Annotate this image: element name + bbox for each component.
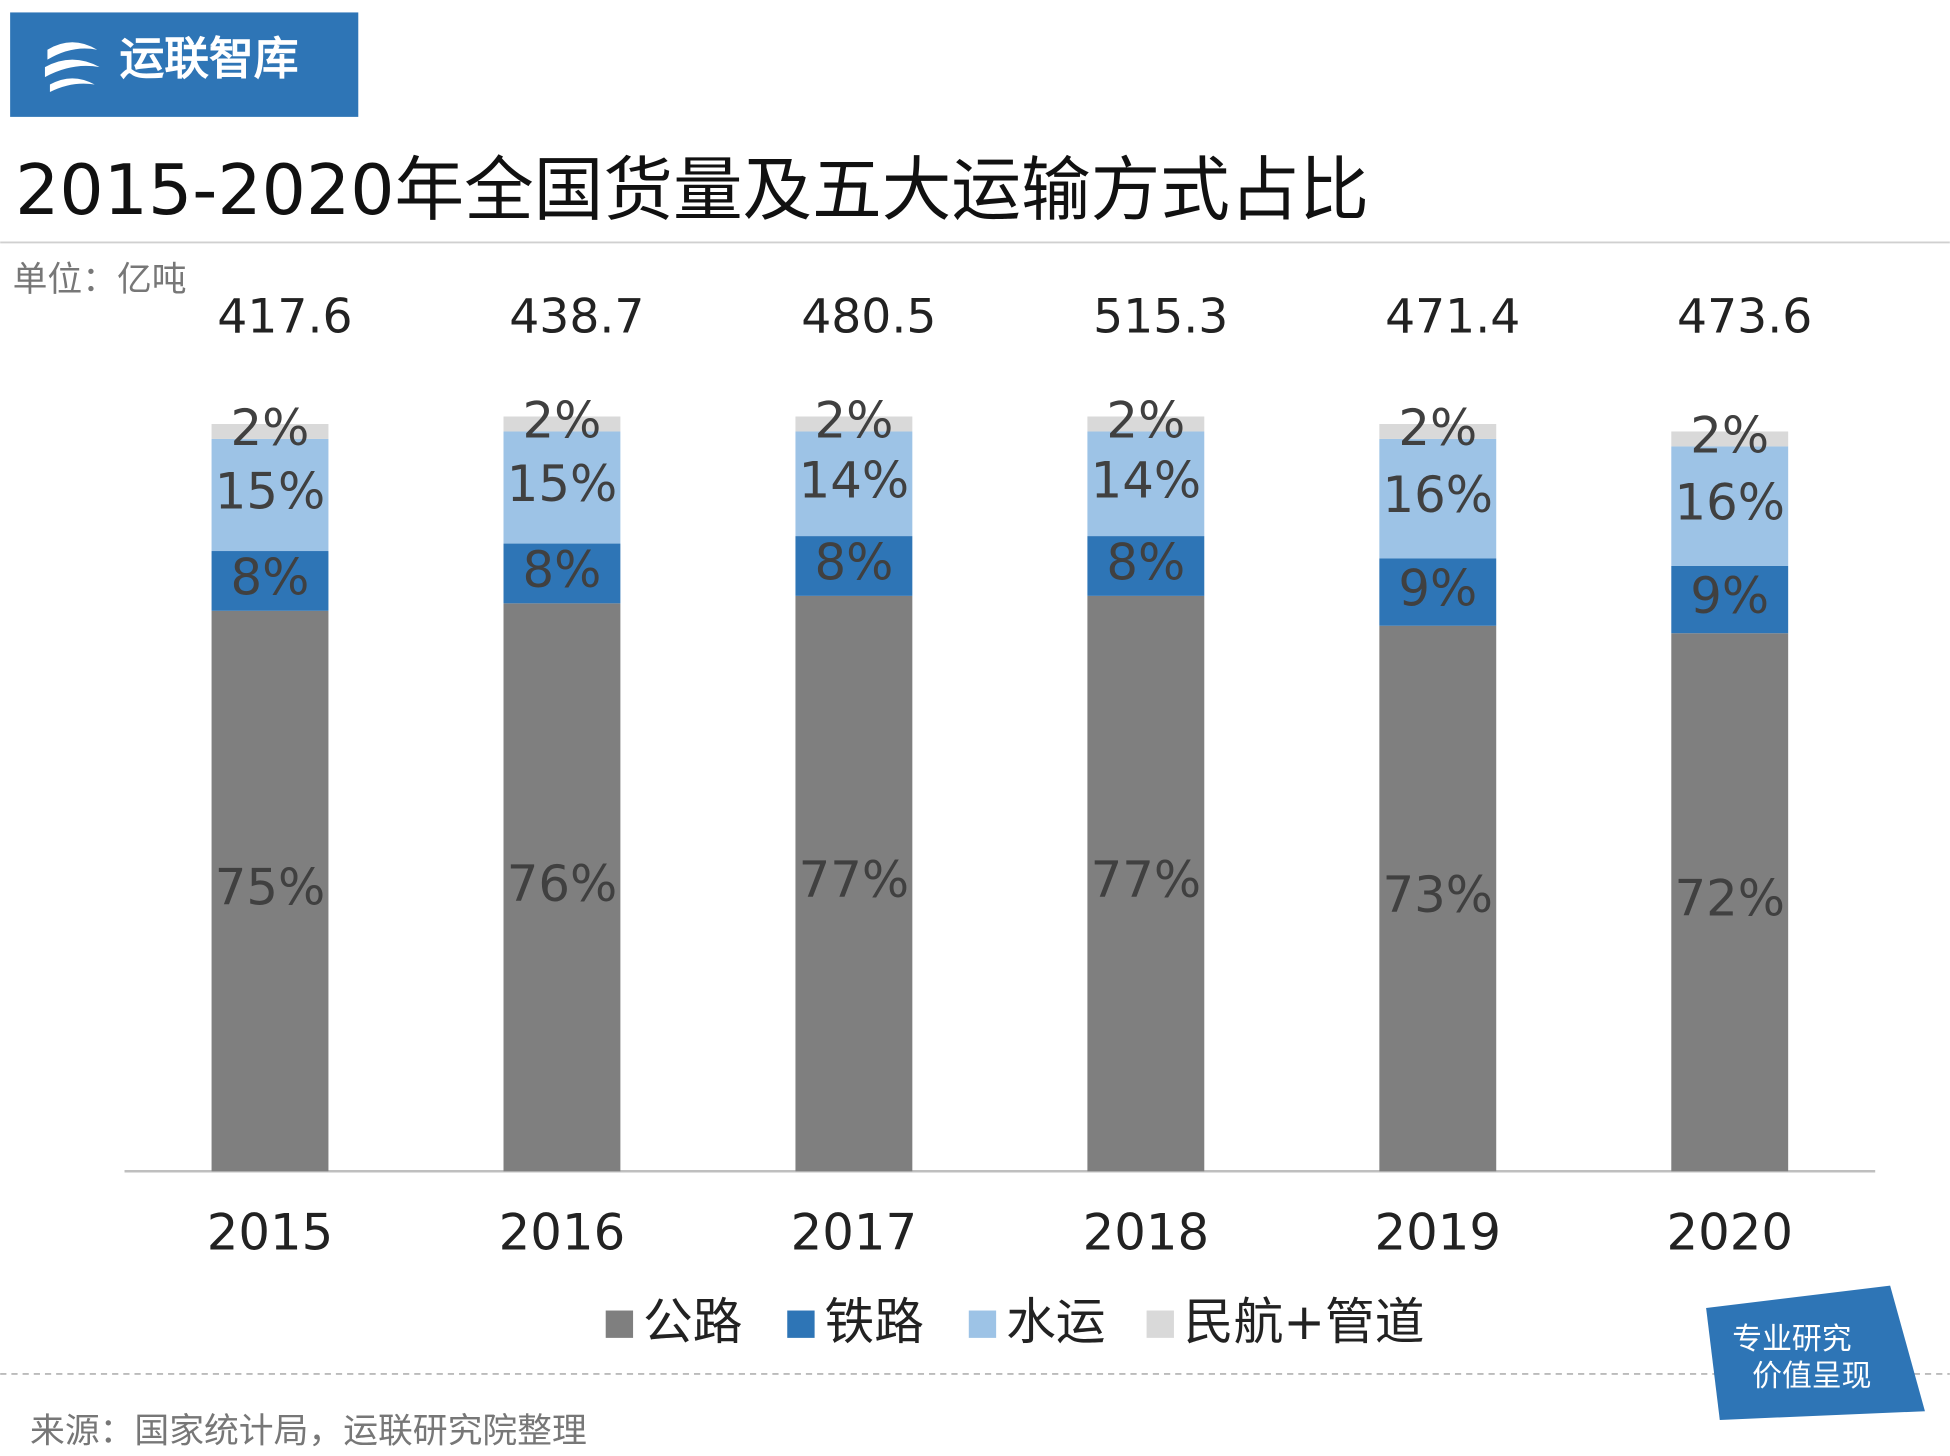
value-label: 2% [523,391,602,449]
bar-segment [1379,438,1497,559]
bar-segment [211,438,329,552]
legend-label: 铁路 [825,1293,924,1351]
bar-segment [503,543,621,604]
value-label: 2% [231,399,310,457]
bar-segment [211,551,329,611]
source-note: 来源：国家统计局，运联研究院整理 [30,1411,587,1451]
value-label: 14% [799,451,910,509]
bar-segment [503,416,621,432]
logo-icon [44,42,100,93]
value-label: 9% [1398,560,1477,618]
value-label: 77% [1091,851,1202,909]
bar-segment [1087,536,1205,596]
value-label: 15% [507,455,618,513]
value-label: 73% [1383,866,1494,924]
bar-segment [503,431,621,544]
legend-swatch [1146,1310,1174,1338]
value-label: 16% [1383,466,1494,524]
x-tick-label: 2017 [791,1203,918,1261]
chart-title: 2015-2020年全国货量及五大运输方式占比 [15,150,1369,231]
bar-segment [795,595,913,1172]
bar-segment [1379,625,1497,1172]
bar-segment [1671,431,1789,447]
x-tick-label: 2016 [499,1203,626,1261]
bar-segment [1379,558,1497,626]
x-tick-label: 2020 [1666,1203,1793,1261]
legend-label: 水运 [1006,1293,1105,1351]
value-label: 72% [1674,870,1785,928]
bar-segment [1087,416,1205,432]
total-label: 473.6 [1677,290,1812,345]
bar-segment [1087,595,1205,1172]
legend-swatch [968,1310,997,1338]
x-tick-label: 2018 [1083,1203,1210,1261]
value-label: 8% [523,541,602,599]
badge-text: 专业研究 [1732,1322,1851,1357]
unit-label: 单位：亿吨 [13,260,187,300]
value-label: 2% [1690,406,1769,464]
badge [1706,1285,1925,1420]
value-label: 14% [1091,451,1202,509]
total-label: 438.7 [509,290,644,345]
bar-segment [503,603,621,1172]
total-label: 417.6 [217,290,352,345]
total-label: 515.3 [1093,290,1228,345]
logo-text: 运联智库 [120,32,299,85]
legend-label: 民航+管道 [1184,1293,1425,1351]
bar-segment [795,431,913,537]
value-label: 8% [1106,533,1185,591]
bar-segment [795,416,913,432]
value-label: 8% [231,548,310,606]
legend-label: 公路 [643,1293,742,1351]
value-label: 76% [507,855,618,913]
x-tick-label: 2015 [207,1203,334,1261]
bar-segment [211,610,329,1172]
legend-swatch [787,1310,815,1338]
value-label: 15% [215,462,326,520]
value-label: 2% [1106,391,1185,449]
value-label: 2% [1398,399,1477,457]
bar-segment [1671,446,1789,566]
value-label: 2% [814,391,893,449]
value-label: 9% [1690,567,1769,625]
x-tick-label: 2019 [1375,1203,1502,1261]
bar-segment [1671,633,1789,1172]
total-label: 471.4 [1385,290,1520,345]
legend-swatch [605,1310,634,1338]
value-label: 8% [814,533,893,591]
bar-segment [795,536,913,596]
bar-segment [1087,431,1205,537]
bar-segment [211,423,329,439]
total-label: 480.5 [801,290,936,345]
bar-segment [1379,423,1497,439]
value-label: 77% [799,851,910,909]
badge-text: 价值呈现 [1752,1359,1871,1394]
value-label: 75% [215,859,326,917]
bar-segment [1671,565,1789,634]
value-label: 16% [1674,474,1785,532]
